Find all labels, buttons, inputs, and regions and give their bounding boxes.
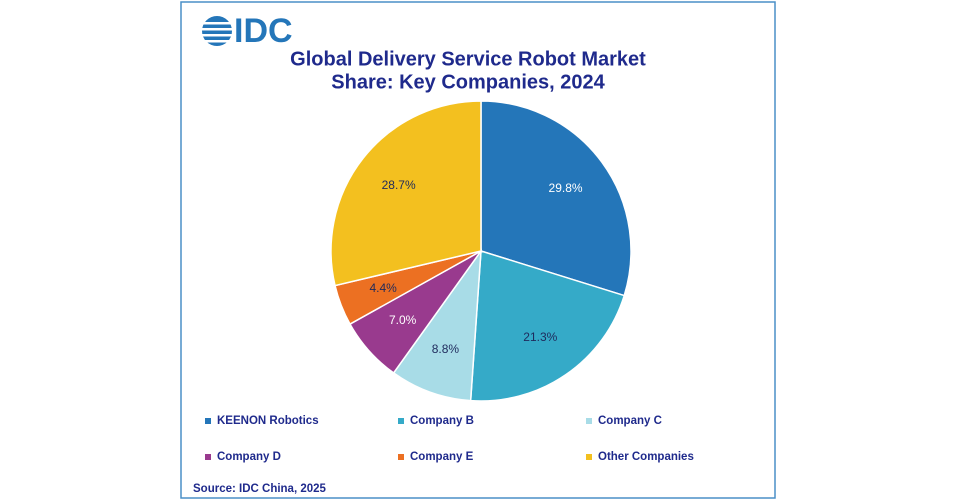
legend-swatch (586, 454, 592, 460)
legend-label: Company C (598, 415, 662, 427)
legend-swatch (586, 418, 592, 424)
legend-swatch (398, 454, 404, 460)
legend-label: KEENON Robotics (217, 415, 319, 427)
legend-swatch (205, 418, 211, 424)
logo-text: IDC (234, 12, 293, 50)
pie-slice (469, 250, 626, 402)
pie-slice (330, 100, 482, 287)
logo-icon (200, 16, 234, 46)
source: Source: IDC China, 2025 (193, 483, 327, 495)
pie-slice (480, 100, 632, 297)
legend-swatch (398, 418, 404, 424)
pie-slice (392, 248, 482, 402)
value-label: 7.0% (389, 313, 417, 327)
value-label: 4.4% (369, 281, 397, 295)
value-label: 21.3% (523, 330, 557, 344)
value-label: 8.8% (432, 342, 460, 356)
legend-swatch (205, 454, 211, 460)
chart-title: Global Delivery Service Robot Market (290, 48, 646, 70)
legend-label: Company B (410, 415, 474, 427)
legend-label: Company E (410, 451, 474, 463)
value-label: 29.8% (549, 181, 583, 195)
legend-label: Other Companies (598, 451, 694, 463)
legend-label: Company D (217, 451, 281, 463)
chart-title: Share: Key Companies, 2024 (331, 71, 605, 93)
value-label: 28.7% (382, 178, 416, 192)
